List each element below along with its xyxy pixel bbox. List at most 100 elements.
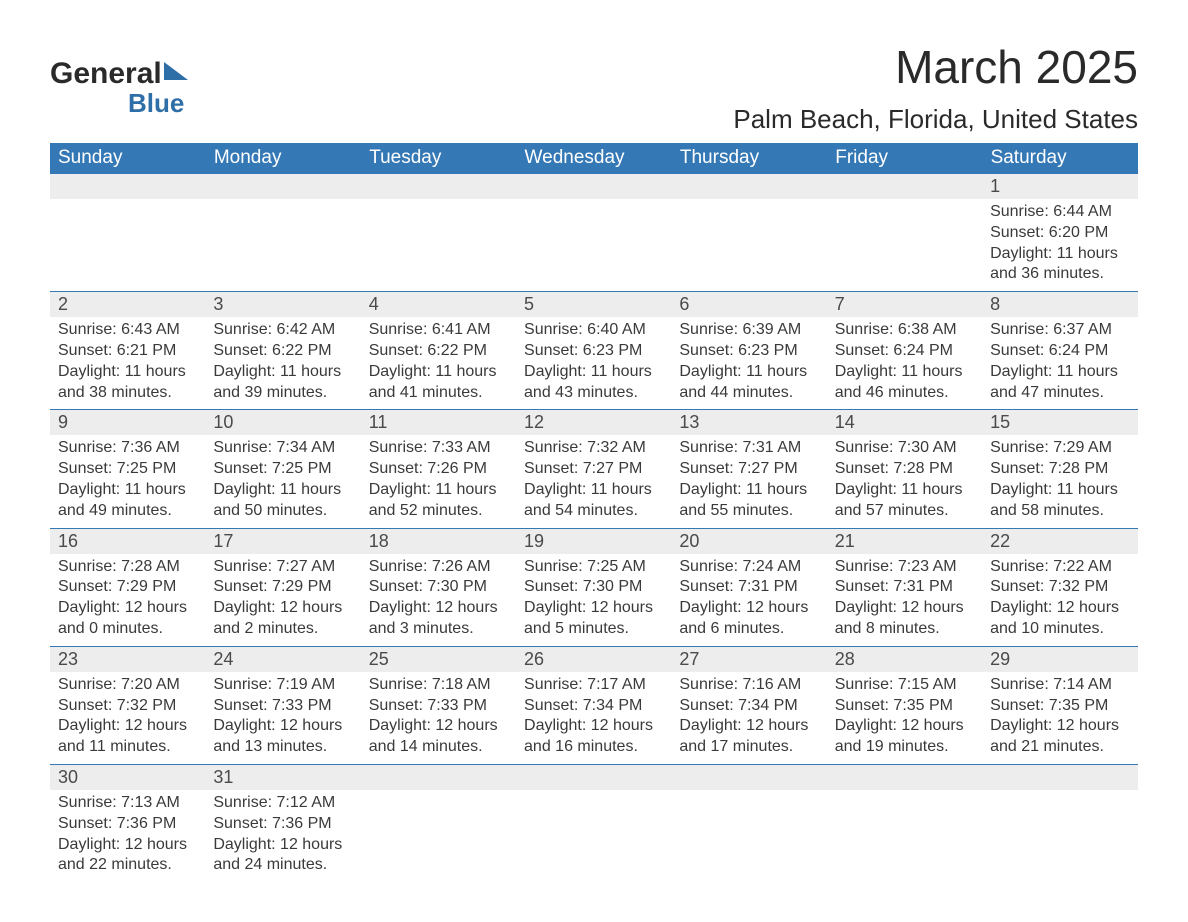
day-cell: Sunrise: 7:15 AMSunset: 7:35 PMDaylight:…: [827, 672, 982, 765]
day-number: 30: [50, 764, 205, 790]
daylight-line: Daylight: 11 hours and 41 minutes.: [369, 362, 508, 404]
daylight-line: Daylight: 11 hours and 49 minutes.: [58, 480, 197, 522]
day-number-row: 23242526272829: [50, 646, 1138, 672]
sunset-line: Sunset: 6:21 PM: [58, 341, 197, 362]
day-cell: Sunrise: 7:27 AMSunset: 7:29 PMDaylight:…: [205, 554, 360, 647]
day-cell: [361, 199, 516, 292]
day-number: [982, 764, 1137, 790]
sunset-line: Sunset: 7:25 PM: [58, 459, 197, 480]
day-number: 17: [205, 528, 360, 554]
day-cell: Sunrise: 7:13 AMSunset: 7:36 PMDaylight:…: [50, 790, 205, 882]
sunset-line: Sunset: 7:28 PM: [835, 459, 974, 480]
sunrise-line: Sunrise: 7:34 AM: [213, 438, 352, 459]
sunrise-line: Sunrise: 7:19 AM: [213, 675, 352, 696]
day-cell: [205, 199, 360, 292]
sunset-line: Sunset: 7:33 PM: [213, 696, 352, 717]
daylight-line: Daylight: 12 hours and 13 minutes.: [213, 716, 352, 758]
logo-name: General: [50, 57, 162, 90]
day-number: 16: [50, 528, 205, 554]
day-cell: Sunrise: 6:38 AMSunset: 6:24 PMDaylight:…: [827, 317, 982, 410]
day-number: [361, 764, 516, 790]
calendar-table: SundayMondayTuesdayWednesdayThursdayFrid…: [50, 143, 1138, 882]
day-number: 6: [671, 292, 826, 318]
day-number: 10: [205, 410, 360, 436]
day-cell: [827, 199, 982, 292]
sunrise-line: Sunrise: 7:20 AM: [58, 675, 197, 696]
day-header-row: SundayMondayTuesdayWednesdayThursdayFrid…: [50, 143, 1138, 174]
daylight-line: Daylight: 11 hours and 39 minutes.: [213, 362, 352, 404]
sunset-line: Sunset: 7:26 PM: [369, 459, 508, 480]
day-cell: Sunrise: 6:37 AMSunset: 6:24 PMDaylight:…: [982, 317, 1137, 410]
sunrise-line: Sunrise: 7:15 AM: [835, 675, 974, 696]
sunset-line: Sunset: 7:35 PM: [835, 696, 974, 717]
sunrise-line: Sunrise: 7:27 AM: [213, 557, 352, 578]
day-number: 12: [516, 410, 671, 436]
day-cell: Sunrise: 6:43 AMSunset: 6:21 PMDaylight:…: [50, 317, 205, 410]
day-cell: Sunrise: 7:18 AMSunset: 7:33 PMDaylight:…: [361, 672, 516, 765]
sunrise-line: Sunrise: 7:28 AM: [58, 557, 197, 578]
sunset-line: Sunset: 7:34 PM: [524, 696, 663, 717]
daylight-line: Daylight: 12 hours and 21 minutes.: [990, 716, 1129, 758]
sunrise-line: Sunrise: 7:18 AM: [369, 675, 508, 696]
sunset-line: Sunset: 6:20 PM: [990, 223, 1129, 244]
day-content-row: Sunrise: 7:36 AMSunset: 7:25 PMDaylight:…: [50, 435, 1138, 528]
day-cell: [361, 790, 516, 882]
day-number: [827, 174, 982, 200]
day-cell: Sunrise: 6:41 AMSunset: 6:22 PMDaylight:…: [361, 317, 516, 410]
month-title: March 2025: [733, 40, 1138, 94]
sunrise-line: Sunrise: 6:44 AM: [990, 202, 1129, 223]
day-cell: Sunrise: 7:17 AMSunset: 7:34 PMDaylight:…: [516, 672, 671, 765]
day-content-row: Sunrise: 6:44 AMSunset: 6:20 PMDaylight:…: [50, 199, 1138, 292]
day-number: [827, 764, 982, 790]
sunrise-line: Sunrise: 7:24 AM: [679, 557, 818, 578]
day-header: Monday: [205, 143, 360, 174]
daylight-line: Daylight: 12 hours and 3 minutes.: [369, 598, 508, 640]
day-number: 1: [982, 174, 1137, 200]
sunrise-line: Sunrise: 6:42 AM: [213, 320, 352, 341]
sunset-line: Sunset: 7:25 PM: [213, 459, 352, 480]
day-cell: Sunrise: 7:32 AMSunset: 7:27 PMDaylight:…: [516, 435, 671, 528]
day-number: 14: [827, 410, 982, 436]
day-cell: Sunrise: 7:20 AMSunset: 7:32 PMDaylight:…: [50, 672, 205, 765]
day-number: 8: [982, 292, 1137, 318]
day-number-row: 9101112131415: [50, 410, 1138, 436]
day-cell: Sunrise: 7:22 AMSunset: 7:32 PMDaylight:…: [982, 554, 1137, 647]
daylight-line: Daylight: 11 hours and 55 minutes.: [679, 480, 818, 522]
sunset-line: Sunset: 7:30 PM: [369, 577, 508, 598]
sunset-line: Sunset: 6:23 PM: [679, 341, 818, 362]
sunset-line: Sunset: 7:29 PM: [213, 577, 352, 598]
title-block: March 2025 Palm Beach, Florida, United S…: [733, 40, 1138, 135]
daylight-line: Daylight: 11 hours and 54 minutes.: [524, 480, 663, 522]
sunrise-line: Sunrise: 7:17 AM: [524, 675, 663, 696]
day-number: 4: [361, 292, 516, 318]
day-header: Friday: [827, 143, 982, 174]
sunset-line: Sunset: 6:24 PM: [835, 341, 974, 362]
daylight-line: Daylight: 11 hours and 50 minutes.: [213, 480, 352, 522]
daylight-line: Daylight: 12 hours and 14 minutes.: [369, 716, 508, 758]
day-cell: Sunrise: 6:42 AMSunset: 6:22 PMDaylight:…: [205, 317, 360, 410]
sunset-line: Sunset: 7:32 PM: [990, 577, 1129, 598]
day-number: [205, 174, 360, 200]
day-cell: Sunrise: 7:30 AMSunset: 7:28 PMDaylight:…: [827, 435, 982, 528]
day-number: 7: [827, 292, 982, 318]
sunrise-line: Sunrise: 6:38 AM: [835, 320, 974, 341]
day-cell: Sunrise: 7:29 AMSunset: 7:28 PMDaylight:…: [982, 435, 1137, 528]
day-number: 21: [827, 528, 982, 554]
daylight-line: Daylight: 11 hours and 43 minutes.: [524, 362, 663, 404]
day-number: 31: [205, 764, 360, 790]
day-cell: Sunrise: 7:33 AMSunset: 7:26 PMDaylight:…: [361, 435, 516, 528]
daylight-line: Daylight: 11 hours and 58 minutes.: [990, 480, 1129, 522]
sunrise-line: Sunrise: 7:23 AM: [835, 557, 974, 578]
day-number: 27: [671, 646, 826, 672]
day-number-row: 1: [50, 174, 1138, 200]
daylight-line: Daylight: 12 hours and 5 minutes.: [524, 598, 663, 640]
daylight-line: Daylight: 12 hours and 2 minutes.: [213, 598, 352, 640]
daylight-line: Daylight: 11 hours and 57 minutes.: [835, 480, 974, 522]
day-number: 3: [205, 292, 360, 318]
day-number: 5: [516, 292, 671, 318]
day-number: [50, 174, 205, 200]
day-number: 24: [205, 646, 360, 672]
sunrise-line: Sunrise: 7:13 AM: [58, 793, 197, 814]
day-number: 29: [982, 646, 1137, 672]
location: Palm Beach, Florida, United States: [733, 104, 1138, 135]
